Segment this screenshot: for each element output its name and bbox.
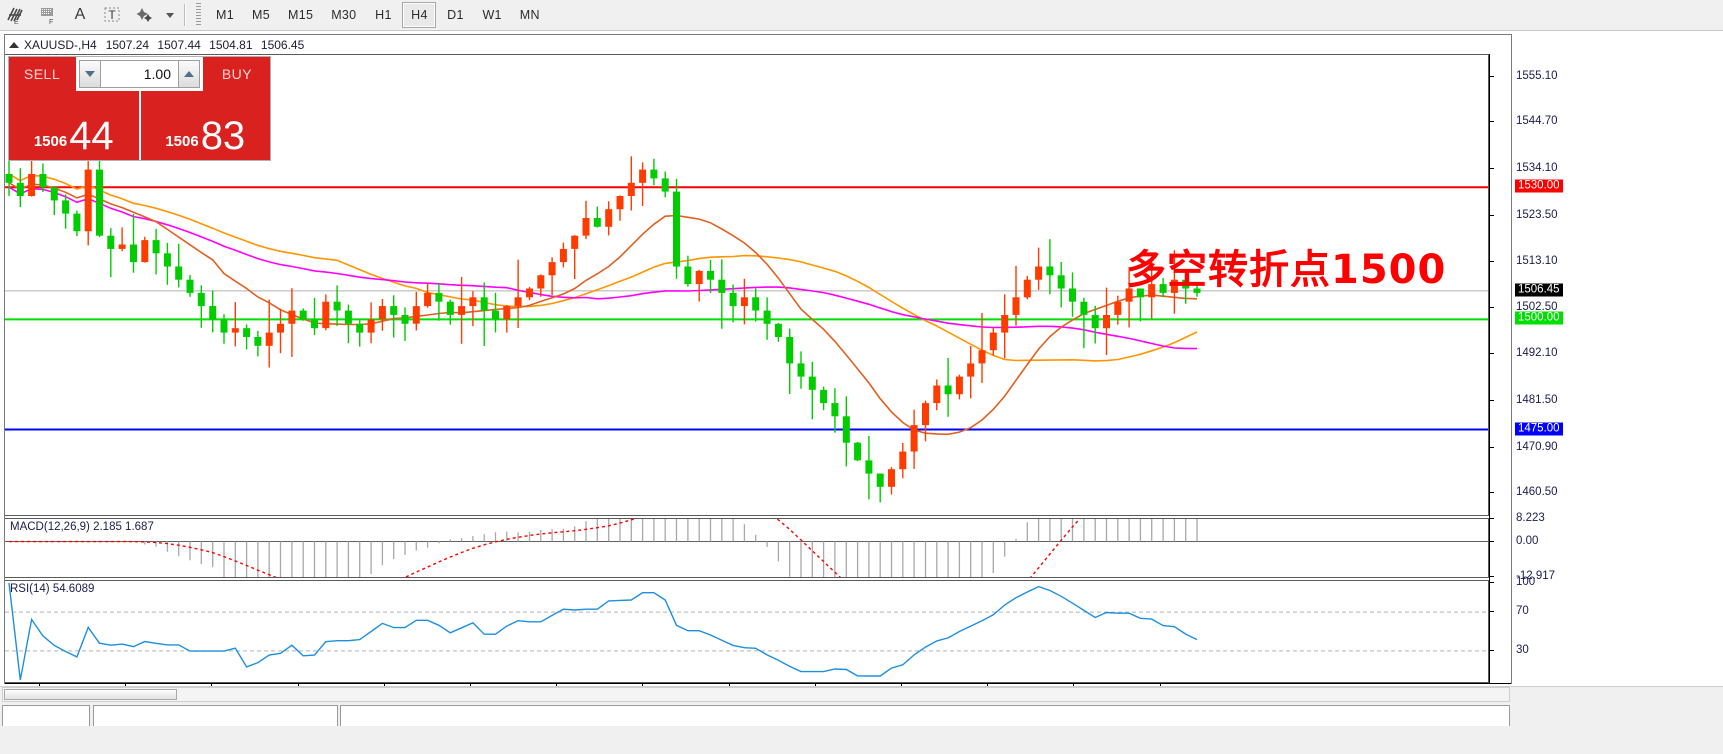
timeframe-button-m30[interactable]: M30	[331, 8, 357, 22]
time-axis-line	[5, 683, 1511, 684]
sell-price[interactable]: 1506 44	[9, 91, 141, 160]
timeframe-button-h1[interactable]: H1	[375, 8, 392, 22]
buy-price-integer: 1506	[165, 133, 199, 150]
buy-price-decimal: 83	[200, 114, 246, 158]
chart-tab-1[interactable]	[2, 705, 90, 726]
price-axis-tick	[1490, 168, 1494, 170]
timeframe-button-m15[interactable]: M15	[288, 8, 314, 22]
price-axis[interactable]: 1555.10 1544.70 1534.10 1523.50 1513.10 1502.…	[1489, 54, 1563, 683]
volume-input[interactable]: 1.00	[101, 60, 178, 88]
price-axis-tick	[1490, 582, 1494, 584]
macd-label: MACD(12,26,9) 2.185 1.687	[10, 521, 154, 533]
quote-open: 1507.24	[105, 37, 150, 52]
price-axis-label: 1475.00	[1515, 422, 1563, 436]
price-axis-label: 8.223	[1516, 512, 1545, 524]
price-axis-tick	[1490, 576, 1494, 577]
timeframe-bar: M1 M5 M15 M30 H1 H4 D1 W1 MN	[207, 2, 549, 28]
price-axis-tick	[1490, 121, 1494, 123]
text-tool-icon[interactable]: A	[74, 6, 86, 23]
svg-text:F: F	[49, 19, 53, 25]
buy-price[interactable]: 1506 83	[140, 91, 270, 160]
price-axis-tick	[1490, 214, 1494, 216]
trade-panel-prices: 1506 44 1506 83	[9, 91, 270, 160]
price-axis-tick	[1490, 260, 1494, 262]
sell-button[interactable]: SELL	[9, 57, 75, 91]
price-axis-label: 1502.50	[1516, 301, 1558, 314]
price-axis-label: 1506.45	[1515, 283, 1563, 297]
bottom-scroll-area	[0, 686, 1723, 754]
price-axis-label: 1481.50	[1516, 393, 1558, 406]
price-axis-label: 1500.00	[1515, 311, 1563, 325]
price-axis-label: 1530.00	[1515, 179, 1563, 193]
price-axis-label: 70	[1516, 605, 1529, 618]
timeframe-button-mn[interactable]: MN	[519, 8, 540, 22]
timeframe-button-h4[interactable]: H4	[402, 2, 437, 28]
volume-decrease-icon[interactable]	[79, 60, 101, 88]
candlestick-chart	[5, 141, 1488, 503]
quote-close: 1506.45	[260, 37, 305, 52]
price-axis-label: 1534.10	[1516, 162, 1558, 175]
chart-annotation-text: 多空转折点1500	[1126, 247, 1447, 293]
text-label-icon[interactable]: T	[97, 1, 127, 29]
price-axis-tick	[1490, 518, 1494, 519]
price-axis-label: 1460.50	[1516, 486, 1558, 499]
price-axis-tick	[1490, 353, 1494, 355]
price-axis-label: 1544.70	[1516, 115, 1558, 128]
price-axis-tick	[1490, 492, 1494, 494]
price-axis-tick	[1490, 399, 1494, 401]
price-axis-tick	[1490, 611, 1494, 613]
macd-chart	[5, 519, 1488, 577]
price-axis-label: 100	[1516, 576, 1536, 589]
sell-price-decimal: 44	[69, 114, 114, 158]
indicators-icon[interactable]: E	[1, 1, 31, 29]
collapse-marker-icon[interactable]	[9, 42, 19, 48]
horizontal-scrollbar[interactable]	[2, 687, 1510, 702]
price-axis-label: 1513.10	[1516, 254, 1558, 267]
price-axis-label: 0.00	[1516, 534, 1539, 547]
svg-text:E: E	[14, 19, 19, 25]
price-axis-label: -12.917	[1516, 570, 1556, 582]
toolbar-separator	[184, 4, 186, 26]
price-axis-label: 1555.10	[1516, 69, 1558, 82]
scrollbar-thumb[interactable]	[4, 689, 177, 700]
chart-tab-strip	[0, 705, 1723, 727]
rsi-label: RSI(14) 54.6089	[10, 583, 95, 595]
price-axis-label: 1470.90	[1516, 440, 1558, 453]
chart-symbol-label: XAUUSD-,H4	[24, 37, 97, 52]
timeframe-button-m5[interactable]: M5	[252, 8, 270, 22]
rsi-pane[interactable]: RSI(14) 54.6089	[5, 580, 1489, 683]
price-axis-tick	[1490, 446, 1494, 448]
timeframe-toolbar-grip[interactable]	[196, 3, 201, 27]
macd-pane[interactable]: MACD(12,26,9) 2.185 1.687	[5, 518, 1489, 578]
trade-panel-top-row: SELL 1.00 BUY	[9, 57, 270, 91]
timeframe-button-w1[interactable]: W1	[482, 8, 502, 22]
one-click-trading-panel[interactable]: SELL 1.00 BUY 1506 44 1506 83	[8, 56, 271, 161]
quote-high: 1507.44	[157, 37, 201, 52]
main-toolbar: E F A	[0, 0, 1723, 31]
price-axis-label: 1492.10	[1516, 347, 1558, 360]
quote-header: XAUUSD-,H4 1507.24 1507.44 1504.81 1506.…	[5, 35, 1511, 54]
price-axis-tick	[1490, 649, 1494, 651]
volume-increase-icon[interactable]	[178, 60, 200, 88]
chart-tab-2[interactable]	[93, 705, 338, 726]
quote-low: 1504.81	[209, 37, 253, 52]
volume-stepper[interactable]: 1.00	[75, 57, 204, 91]
price-axis-label: 30	[1516, 643, 1529, 656]
price-axis-label: 1523.50	[1516, 208, 1558, 221]
chart-window: XAUUSD-,H4 1507.24 1507.44 1504.81 1506.…	[4, 34, 1563, 700]
price-axis-tick	[1490, 540, 1494, 542]
svg-text:T: T	[108, 8, 116, 22]
timeframe-button-d1[interactable]: D1	[447, 8, 464, 22]
objects-dropdown-icon[interactable]	[161, 1, 177, 29]
templates-icon[interactable]: F	[33, 1, 63, 29]
objects-icon[interactable]	[129, 1, 159, 29]
timeframe-button-m1[interactable]: M1	[216, 8, 234, 22]
sell-price-integer: 1506	[33, 133, 68, 150]
rsi-chart	[5, 582, 1488, 681]
chart-tab-3[interactable]	[340, 705, 1510, 726]
price-axis-tick	[1490, 75, 1494, 77]
buy-button[interactable]: BUY	[204, 57, 270, 91]
price-axis-tick	[1490, 307, 1494, 309]
